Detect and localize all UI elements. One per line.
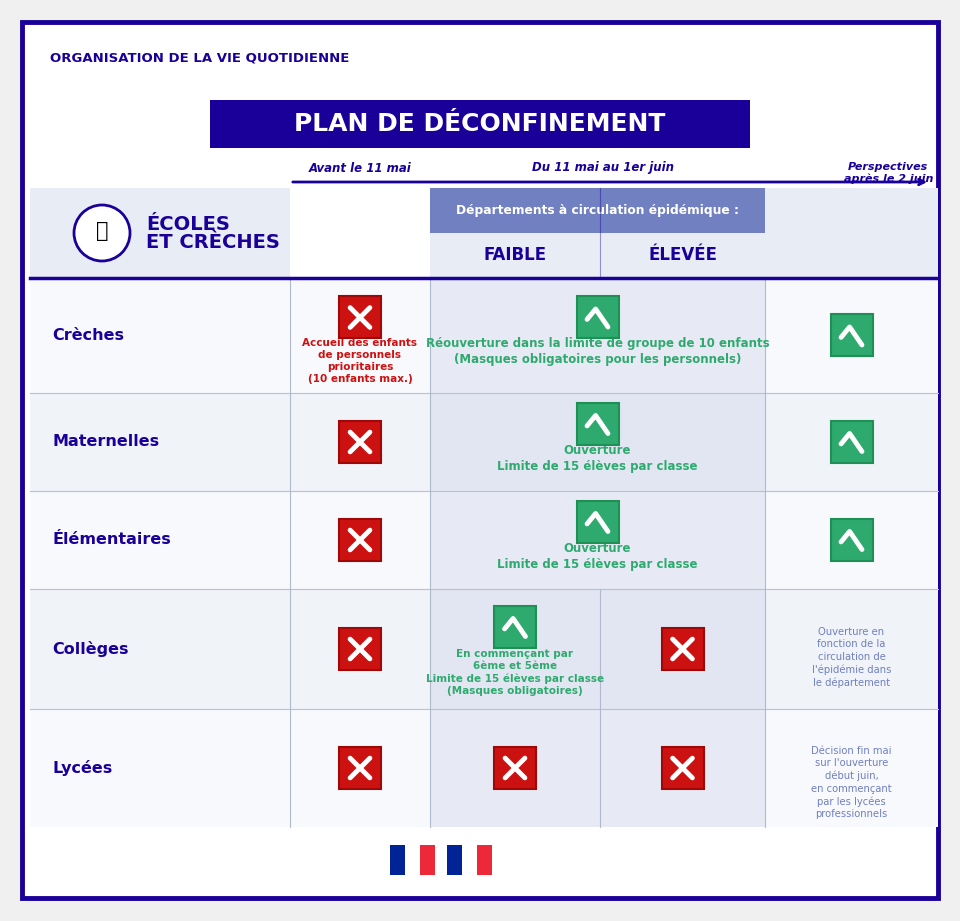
Bar: [420, 845, 435, 875]
Text: ET CRÈCHES: ET CRÈCHES: [146, 232, 280, 251]
FancyBboxPatch shape: [430, 589, 765, 709]
Text: Perspectives
après le 2 juin: Perspectives après le 2 juin: [844, 162, 933, 184]
FancyBboxPatch shape: [210, 100, 750, 148]
Text: ÉLEVÉE: ÉLEVÉE: [648, 247, 717, 264]
FancyBboxPatch shape: [661, 747, 704, 789]
FancyBboxPatch shape: [339, 628, 381, 670]
FancyBboxPatch shape: [830, 314, 873, 356]
FancyBboxPatch shape: [339, 297, 381, 339]
Text: En commençant par
6ème et 5ème
Limite de 15 élèves par classe
(Masques obligatoi: En commençant par 6ème et 5ème Limite de…: [426, 649, 604, 695]
FancyBboxPatch shape: [22, 22, 938, 898]
FancyBboxPatch shape: [30, 589, 938, 709]
FancyBboxPatch shape: [430, 393, 765, 491]
Text: Ouverture
Limite de 15 élèves par classe: Ouverture Limite de 15 élèves par classe: [497, 542, 698, 571]
FancyBboxPatch shape: [339, 519, 381, 561]
Bar: [477, 845, 492, 875]
Text: ÉCOLES: ÉCOLES: [146, 215, 229, 234]
Bar: [447, 845, 462, 875]
Text: Départements à circulation épidémique :: Départements à circulation épidémique :: [456, 204, 739, 217]
FancyBboxPatch shape: [430, 278, 765, 393]
FancyBboxPatch shape: [661, 628, 704, 670]
Text: Décision fin mai
sur l'ouverture
début juin,
en commençant
par les lycées
profes: Décision fin mai sur l'ouverture début j…: [811, 746, 892, 820]
FancyBboxPatch shape: [430, 709, 765, 827]
Text: Ouverture
Limite de 15 élèves par classe: Ouverture Limite de 15 élèves par classe: [497, 444, 698, 473]
Bar: [462, 845, 477, 875]
FancyBboxPatch shape: [494, 606, 536, 648]
FancyBboxPatch shape: [30, 278, 938, 393]
Text: Lycées: Lycées: [52, 760, 112, 776]
Text: Avant le 11 mai: Avant le 11 mai: [308, 161, 412, 174]
Text: Ouverture en
fonction de la
circulation de
l'épidémie dans
le département: Ouverture en fonction de la circulation …: [812, 627, 891, 688]
FancyBboxPatch shape: [765, 188, 938, 278]
FancyBboxPatch shape: [494, 747, 536, 789]
FancyBboxPatch shape: [577, 297, 618, 339]
Text: Du 11 mai au 1er juin: Du 11 mai au 1er juin: [532, 161, 674, 174]
FancyBboxPatch shape: [30, 491, 938, 589]
FancyBboxPatch shape: [30, 709, 938, 827]
Text: 🏛: 🏛: [96, 221, 108, 241]
Text: ORGANISATION DE LA VIE QUOTIDIENNE: ORGANISATION DE LA VIE QUOTIDIENNE: [50, 52, 349, 65]
Bar: [390, 845, 405, 875]
Text: PLAN DE DÉCONFINEMENT: PLAN DE DÉCONFINEMENT: [295, 112, 665, 136]
Circle shape: [74, 205, 130, 261]
FancyBboxPatch shape: [830, 421, 873, 463]
FancyBboxPatch shape: [430, 233, 765, 278]
Text: Accueil des enfants
de personnels
prioritaires
(10 enfants max.): Accueil des enfants de personnels priori…: [302, 337, 418, 383]
Text: Crèches: Crèches: [52, 328, 124, 343]
FancyBboxPatch shape: [430, 491, 765, 589]
Text: FAIBLE: FAIBLE: [484, 247, 546, 264]
Text: Collèges: Collèges: [52, 641, 129, 657]
FancyBboxPatch shape: [577, 403, 618, 445]
FancyBboxPatch shape: [30, 393, 938, 491]
Text: Maternelles: Maternelles: [52, 435, 159, 449]
Bar: [405, 845, 420, 875]
FancyBboxPatch shape: [339, 421, 381, 463]
FancyBboxPatch shape: [830, 519, 873, 561]
FancyBboxPatch shape: [30, 188, 290, 278]
FancyBboxPatch shape: [577, 501, 618, 543]
Text: Élémentaires: Élémentaires: [52, 532, 171, 547]
FancyBboxPatch shape: [339, 747, 381, 789]
FancyBboxPatch shape: [430, 188, 765, 233]
Text: Réouverture dans la limite de groupe de 10 enfants
(Masques obligatoires pour le: Réouverture dans la limite de groupe de …: [425, 337, 769, 367]
